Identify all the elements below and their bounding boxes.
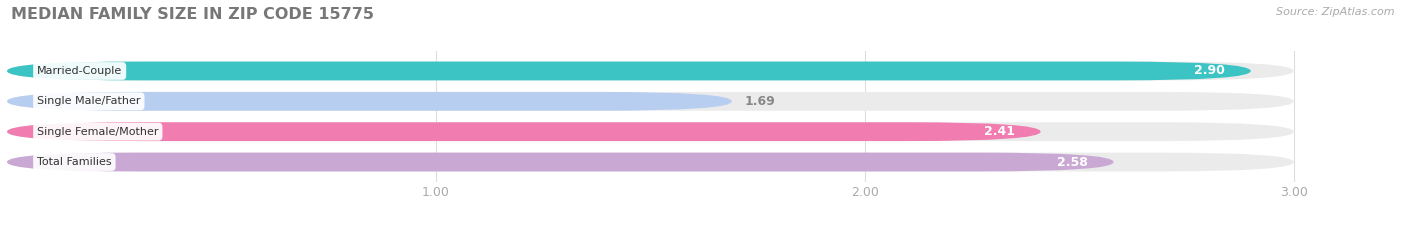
Text: Single Female/Mother: Single Female/Mother — [37, 127, 159, 137]
FancyBboxPatch shape — [7, 153, 1114, 171]
Text: 2.90: 2.90 — [1194, 65, 1225, 78]
Text: 1.69: 1.69 — [745, 95, 776, 108]
Text: Total Families: Total Families — [37, 157, 111, 167]
Text: Single Male/Father: Single Male/Father — [37, 96, 141, 106]
FancyBboxPatch shape — [7, 122, 1294, 141]
FancyBboxPatch shape — [7, 62, 1251, 80]
FancyBboxPatch shape — [7, 92, 733, 111]
Text: MEDIAN FAMILY SIZE IN ZIP CODE 15775: MEDIAN FAMILY SIZE IN ZIP CODE 15775 — [11, 7, 374, 22]
FancyBboxPatch shape — [7, 62, 1294, 80]
Text: 2.41: 2.41 — [984, 125, 1015, 138]
FancyBboxPatch shape — [7, 153, 1294, 171]
FancyBboxPatch shape — [7, 122, 1040, 141]
Text: Married-Couple: Married-Couple — [37, 66, 122, 76]
Text: Source: ZipAtlas.com: Source: ZipAtlas.com — [1277, 7, 1395, 17]
FancyBboxPatch shape — [7, 92, 1294, 111]
Text: 2.58: 2.58 — [1057, 155, 1088, 168]
